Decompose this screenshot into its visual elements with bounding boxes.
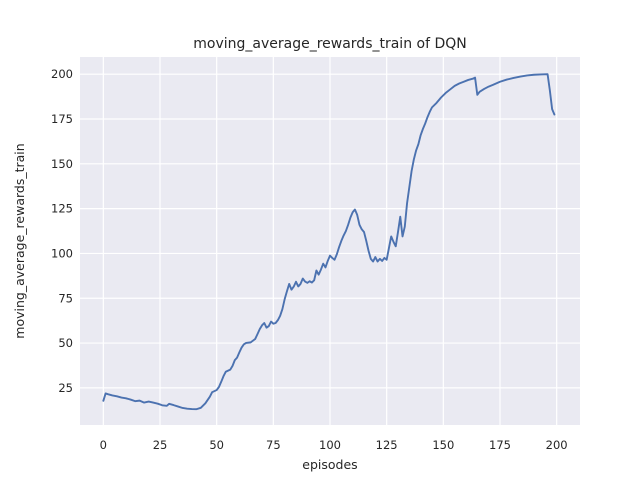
x-tick-label: 100 xyxy=(319,438,341,452)
x-tick-label: 50 xyxy=(209,438,224,452)
x-axis-ticks: 0 25 50 75 100 125 150 175 200 xyxy=(100,438,568,452)
x-tick-label: 0 xyxy=(100,438,107,452)
y-axis-ticks: 25 50 75 100 125 150 175 200 xyxy=(51,67,73,395)
y-tick-label: 200 xyxy=(51,67,73,81)
x-tick-label: 150 xyxy=(432,438,454,452)
y-tick-label: 25 xyxy=(58,381,73,395)
line-series xyxy=(102,73,556,411)
y-tick-label: 75 xyxy=(58,291,73,305)
x-tick-label: 125 xyxy=(376,438,398,452)
y-tick-label: 175 xyxy=(51,112,73,126)
x-tick-label: 175 xyxy=(489,438,511,452)
x-tick-label: 25 xyxy=(153,438,168,452)
y-tick-label: 100 xyxy=(51,246,73,260)
gridlines xyxy=(80,57,580,425)
x-axis-label: episodes xyxy=(302,457,357,472)
y-tick-label: 50 xyxy=(58,336,73,350)
y-tick-label: 125 xyxy=(51,202,73,216)
y-tick-label: 150 xyxy=(51,157,73,171)
chart-title: moving_average_rewards_train of DQN xyxy=(193,36,467,52)
x-tick-label: 200 xyxy=(546,438,568,452)
x-tick-label: 75 xyxy=(266,438,281,452)
y-axis-label: moving_average_rewards_train xyxy=(12,143,27,338)
reward-line-series xyxy=(102,73,556,411)
